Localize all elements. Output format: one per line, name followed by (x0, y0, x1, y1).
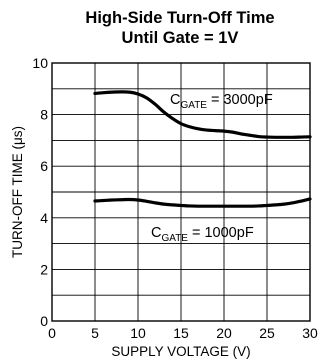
y-tick-labels: 0 2 4 6 8 10 (32, 55, 48, 329)
x-axis-label: SUPPLY VOLTAGE (V) (111, 344, 250, 359)
x-tick-label-3: 15 (173, 325, 189, 341)
annotation-3000pf: CGATE = 3000pF (170, 92, 273, 111)
x-tick-label-6: 30 (302, 325, 318, 341)
series-line-0 (93, 90, 312, 139)
x-tick-label-5: 25 (259, 325, 275, 341)
series-line-1 (93, 197, 312, 208)
y-tick-label-1: 2 (40, 261, 48, 277)
chart-title-line-1: High-Side Turn-Off Time (85, 9, 274, 27)
y-tick-label-2: 4 (40, 210, 48, 226)
y-tick-label-4: 8 (40, 107, 48, 123)
y-tick-label-5: 10 (32, 55, 48, 71)
x-tick-label-2: 10 (130, 325, 146, 341)
x-tick-label-4: 20 (216, 325, 232, 341)
x-tick-label-1: 5 (91, 325, 99, 341)
y-axis-label: TURN-OFF TIME (μs) (10, 126, 25, 258)
y-tick-label-0: 0 (40, 313, 48, 329)
plot-frame (51, 62, 311, 322)
y-tick-label-3: 6 (40, 158, 48, 174)
x-tick-label-0: 0 (48, 325, 56, 341)
x-tick-labels: 0 5 10 15 20 25 30 (48, 325, 318, 341)
chart-title-line-2: Until Gate = 1V (122, 29, 239, 47)
annotation-1000pf: CGATE = 1000pF (151, 225, 254, 244)
series-lines (93, 90, 312, 208)
